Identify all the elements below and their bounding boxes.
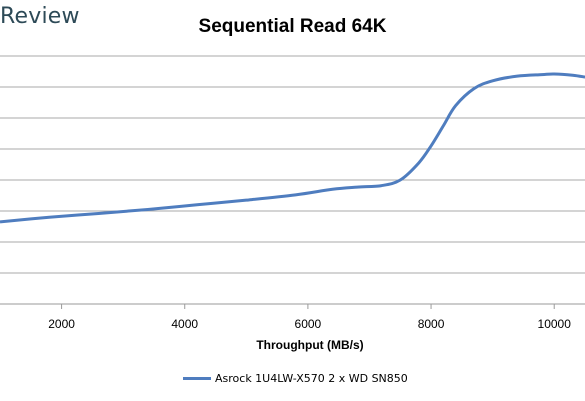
x-tick-label: 2000 — [48, 317, 75, 331]
legend-swatch — [183, 377, 211, 380]
series-line — [0, 72, 585, 224]
x-tick-label: 6000 — [295, 317, 322, 331]
x-tick-label: 4000 — [171, 317, 198, 331]
x-tick-label: 8000 — [418, 317, 445, 331]
chart-title: Sequential Read 64K — [198, 16, 387, 37]
series-lines — [0, 72, 585, 224]
gridlines — [0, 55, 585, 305]
x-axis-ticks: 2000 4000 6000 8000 10000 — [48, 304, 571, 331]
legend: Asrock 1U4LW-X570 2 x WD SN850 — [183, 372, 408, 385]
brand-logo: Review — [0, 4, 80, 29]
x-axis-label: Throughput (MB/s) — [256, 338, 364, 352]
legend-label: Asrock 1U4LW-X570 2 x WD SN850 — [215, 372, 408, 385]
x-tick-label: 10000 — [538, 317, 572, 331]
